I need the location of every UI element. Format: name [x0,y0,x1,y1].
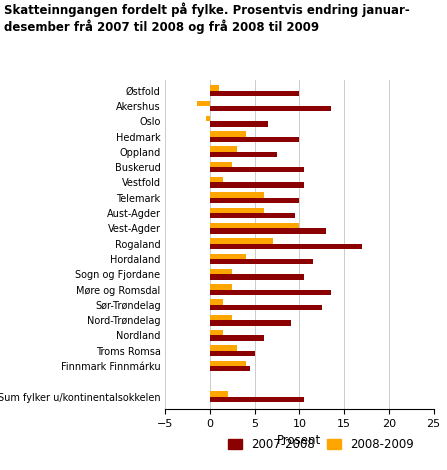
Bar [210,299,224,305]
Bar [210,208,264,213]
Bar [210,360,246,366]
Bar [210,284,232,290]
Bar [210,121,268,126]
Bar [210,290,331,295]
Bar [210,213,295,219]
Bar [210,305,322,310]
Bar [210,392,228,397]
Bar [210,259,313,264]
Bar [210,345,237,351]
Bar [210,274,304,280]
Bar [210,182,304,188]
Bar [210,238,273,243]
X-axis label: Prosent: Prosent [278,434,321,447]
Bar [210,198,299,203]
Bar [210,91,299,96]
Bar [210,366,250,371]
Bar [210,254,246,259]
Bar [210,131,246,136]
Bar [210,243,362,249]
Bar [210,136,299,142]
Bar [210,269,232,274]
Bar [210,147,237,152]
Legend: 2007-2008, 2008-2009: 2007-2008, 2008-2009 [223,433,419,455]
Bar [210,223,299,228]
Bar [210,152,277,157]
Bar [210,177,224,182]
Bar [210,162,232,167]
Bar [210,106,331,111]
Bar [197,101,210,106]
Text: Skatteinngangen fordelt på fylke. Prosentvis endring januar-
desember frå 2007 t: Skatteinngangen fordelt på fylke. Prosen… [4,2,410,34]
Bar [210,320,291,326]
Bar [206,116,210,121]
Bar [210,85,219,91]
Bar [210,336,264,341]
Bar [210,351,255,356]
Bar [210,397,304,402]
Bar [210,228,326,234]
Bar [210,192,264,198]
Bar [210,167,304,172]
Bar [210,330,224,336]
Bar [210,315,232,320]
